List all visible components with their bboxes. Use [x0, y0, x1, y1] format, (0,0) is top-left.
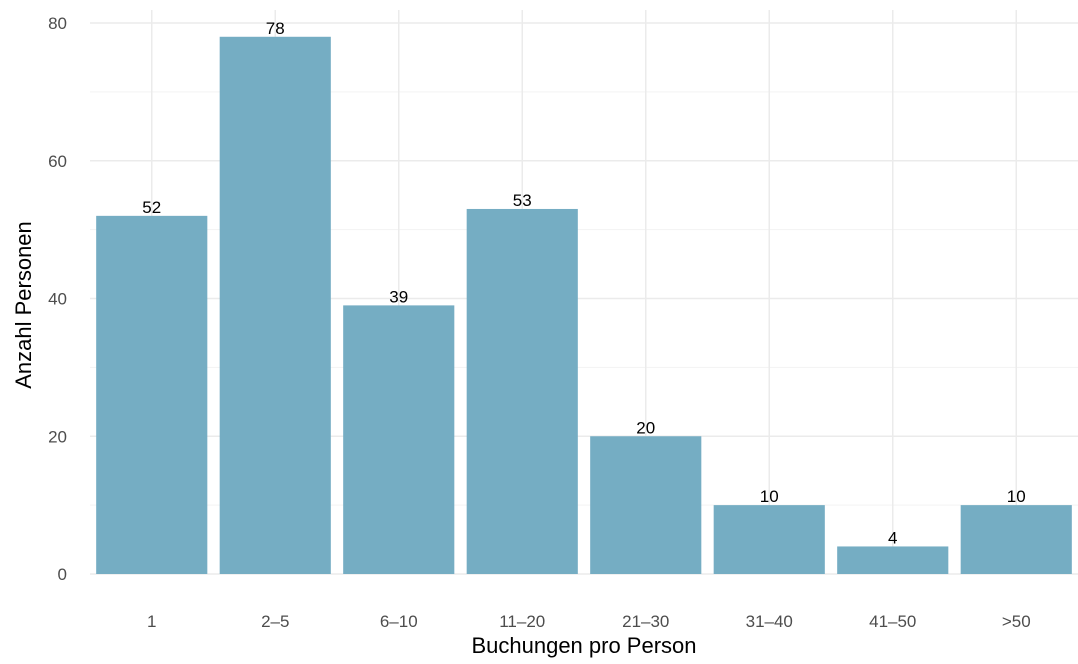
data-label: 53 — [513, 191, 532, 210]
bar — [466, 208, 578, 574]
x-tick-label: 11–20 — [499, 612, 545, 631]
x-tick-label: >50 — [1002, 612, 1031, 631]
data-labels: 52 78 39 53 20 10 4 10 — [142, 19, 1025, 548]
x-tick-label: 31–40 — [746, 612, 793, 631]
bar — [96, 215, 208, 574]
data-label: 4 — [888, 528, 897, 547]
data-label: 10 — [1007, 487, 1026, 506]
data-label: 52 — [142, 198, 161, 217]
bar — [837, 546, 949, 574]
y-tick-label: 0 — [58, 565, 67, 584]
data-label: 78 — [266, 19, 285, 38]
data-label: 20 — [636, 418, 655, 437]
bars — [96, 36, 1072, 574]
x-tick-label: 1 — [147, 612, 156, 631]
bar — [590, 436, 702, 574]
bar — [713, 505, 825, 574]
x-tick-label: 21–30 — [622, 612, 669, 631]
data-label: 10 — [760, 487, 779, 506]
data-label: 39 — [389, 287, 408, 306]
x-tick-label: 41–50 — [869, 612, 916, 631]
y-tick-label: 20 — [48, 427, 67, 446]
x-tick-label: 2–5 — [261, 612, 289, 631]
x-tick-label: 6–10 — [380, 612, 418, 631]
x-axis-title: Buchungen pro Person — [471, 633, 696, 658]
bar — [343, 305, 455, 574]
bar — [960, 505, 1072, 574]
y-tick-label: 80 — [48, 14, 67, 33]
y-tick-label: 60 — [48, 152, 67, 171]
y-axis-ticks: 0 20 40 60 80 — [48, 14, 67, 584]
y-tick-label: 40 — [48, 290, 67, 309]
x-axis-ticks: 1 2–5 6–10 11–20 21–30 31–40 41–50 >50 — [147, 612, 1031, 631]
bar — [219, 36, 331, 574]
y-axis-title: Anzahl Personen — [11, 221, 36, 389]
